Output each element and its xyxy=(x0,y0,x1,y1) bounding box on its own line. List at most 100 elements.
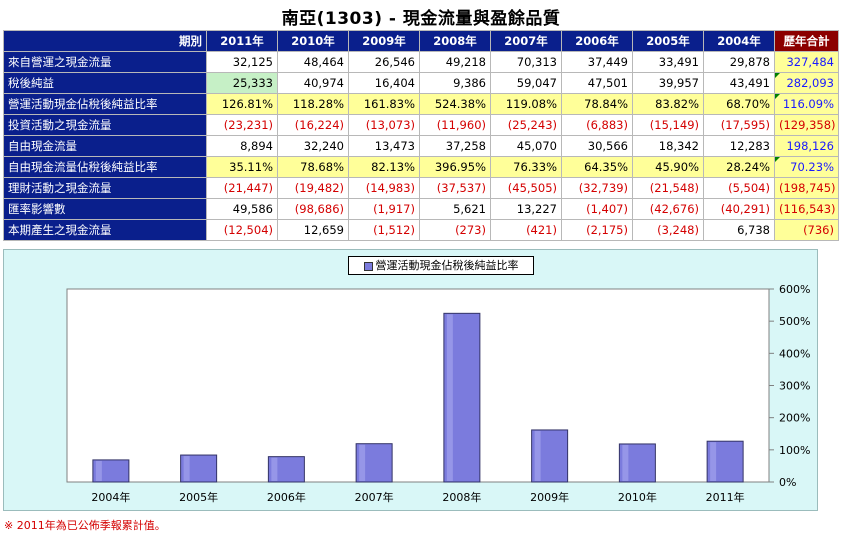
table-cell: (21,548) xyxy=(632,177,704,199)
table-cell: 118.28% xyxy=(277,93,349,115)
table-cell: 39,957 xyxy=(632,72,704,94)
table-cell: (14,983) xyxy=(348,177,420,199)
table-cell: 28.24% xyxy=(703,156,775,178)
table-cell: 396.95% xyxy=(419,156,491,178)
table-header-year: 2005年 xyxy=(632,30,704,52)
table-header-year: 2011年 xyxy=(206,30,278,52)
row-total: 327,484 xyxy=(774,51,839,73)
table-cell: (17,595) xyxy=(703,114,775,136)
table-row: 投資活動之現金流量 (23,231) (16,224) (13,073) (11,960… xyxy=(3,114,839,136)
row-total: 70.23% xyxy=(774,156,839,178)
row-label: 投資活動之現金流量 xyxy=(3,114,207,136)
x-tick-label: 2005年 xyxy=(179,490,218,504)
table-cell: 78.68% xyxy=(277,156,349,178)
table-cell: 524.38% xyxy=(419,93,491,115)
table-cell: 47,501 xyxy=(561,72,633,94)
bar-highlight xyxy=(534,430,541,481)
x-tick-label: 2004年 xyxy=(91,490,130,504)
table-cell: 29,878 xyxy=(703,51,775,73)
table-row: 匯率影響數 49,586 (98,686) (1,917) 5,621 13,227 (1,… xyxy=(3,198,839,220)
bar-highlight xyxy=(95,460,102,481)
row-label: 營運活動現金佔稅後純益比率 xyxy=(3,93,207,115)
footnote: ※ 2011年為已公佈季報累計值。 xyxy=(4,519,166,532)
table-cell: 119.08% xyxy=(490,93,562,115)
table-cell: 68.70% xyxy=(703,93,775,115)
x-tick-label: 2011年 xyxy=(706,490,745,504)
table-cell: (1,512) xyxy=(348,219,420,241)
table-cell: 59,047 xyxy=(490,72,562,94)
table-cell: (32,739) xyxy=(561,177,633,199)
table-cell: 32,125 xyxy=(206,51,278,73)
y-tick-label: 500% xyxy=(779,315,810,328)
table-cell: 32,240 xyxy=(277,135,349,157)
x-tick-label: 2008年 xyxy=(442,490,481,504)
table-cell: (45,505) xyxy=(490,177,562,199)
table-header-year: 2006年 xyxy=(561,30,633,52)
table-cell: 12,659 xyxy=(277,219,349,241)
table-row: 營運活動現金佔稅後純益比率 126.81% 118.28% 161.83% 524.38… xyxy=(3,93,839,115)
table-cell: 13,227 xyxy=(490,198,562,220)
bar-highlight xyxy=(183,456,190,481)
table-cell: 43,491 xyxy=(703,72,775,94)
table-cell: (21,447) xyxy=(206,177,278,199)
table-cell: 16,404 xyxy=(348,72,420,94)
x-tick-label: 2007年 xyxy=(355,490,394,504)
plot-area xyxy=(66,288,770,483)
table-cell: 26,546 xyxy=(348,51,420,73)
table-header-year: 2007年 xyxy=(490,30,562,52)
y-tick-label: 400% xyxy=(779,347,810,360)
x-tick-label: 2006年 xyxy=(267,490,306,504)
y-tick-label: 600% xyxy=(779,283,810,296)
table-cell: 126.81% xyxy=(206,93,278,115)
table-cell: 9,386 xyxy=(419,72,491,94)
legend-label: 營運活動現金佔稅後純益比率 xyxy=(375,259,519,272)
bar-highlight xyxy=(271,457,278,481)
row-total: (736) xyxy=(774,219,839,241)
table-cell: (2,175) xyxy=(561,219,633,241)
table-cell: (273) xyxy=(419,219,491,241)
row-label: 稅後純益 xyxy=(3,72,207,94)
y-tick-label: 0% xyxy=(779,476,796,489)
row-label: 匯率影響數 xyxy=(3,198,207,220)
cashflow-table: 期別 2011年 2010年 2009年 2008年 2007年 2006年 2005年 200… xyxy=(3,30,839,241)
y-tick-label: 200% xyxy=(779,412,810,425)
table-header-year: 2008年 xyxy=(419,30,491,52)
table-header-period: 期別 xyxy=(3,30,207,52)
table-row: 自由現金流量 8,894 32,240 13,473 37,258 45,070 30,56… xyxy=(3,135,839,157)
table-row: 稅後純益 25,333 40,974 16,404 9,386 59,047 47,501 3… xyxy=(3,72,839,94)
table-cell: (98,686) xyxy=(277,198,349,220)
bar-highlight xyxy=(446,314,453,481)
table-cell: 49,586 xyxy=(206,198,278,220)
x-tick-label: 2010年 xyxy=(618,490,657,504)
row-label: 來自營運之現金流量 xyxy=(3,51,207,73)
table-cell: 30,566 xyxy=(561,135,633,157)
row-label: 自由現金流量佔稅後純益比率 xyxy=(3,156,207,178)
x-tick-label: 2009年 xyxy=(530,490,569,504)
table-cell: (16,224) xyxy=(277,114,349,136)
row-label: 本期產生之現金流量 xyxy=(3,219,207,241)
table-cell: 13,473 xyxy=(348,135,420,157)
table-cell: (1,917) xyxy=(348,198,420,220)
table-cell: 37,258 xyxy=(419,135,491,157)
table-row: 來自營運之現金流量 32,125 48,464 26,546 49,218 70,313 3… xyxy=(3,51,839,73)
table-cell: 8,894 xyxy=(206,135,278,157)
row-total: 282,093 xyxy=(774,72,839,94)
table-cell: 6,738 xyxy=(703,219,775,241)
table-row: 本期產生之現金流量 (12,504) 12,659 (1,512) (273) (421)… xyxy=(3,219,839,241)
table-cell: 12,283 xyxy=(703,135,775,157)
table-cell: (11,960) xyxy=(419,114,491,136)
bar-highlight xyxy=(622,444,629,481)
row-total: 198,126 xyxy=(774,135,839,157)
legend-swatch xyxy=(363,261,373,271)
table-cell: 76.33% xyxy=(490,156,562,178)
row-total: 116.09% xyxy=(774,93,839,115)
table-cell: (40,291) xyxy=(703,198,775,220)
table-header-year: 2010年 xyxy=(277,30,349,52)
table-cell: 48,464 xyxy=(277,51,349,73)
bar-highlight xyxy=(359,444,366,481)
y-tick-label: 100% xyxy=(779,444,810,457)
table-cell: (1,407) xyxy=(561,198,633,220)
bar-highlight xyxy=(710,442,717,481)
table-cell: 83.82% xyxy=(632,93,704,115)
